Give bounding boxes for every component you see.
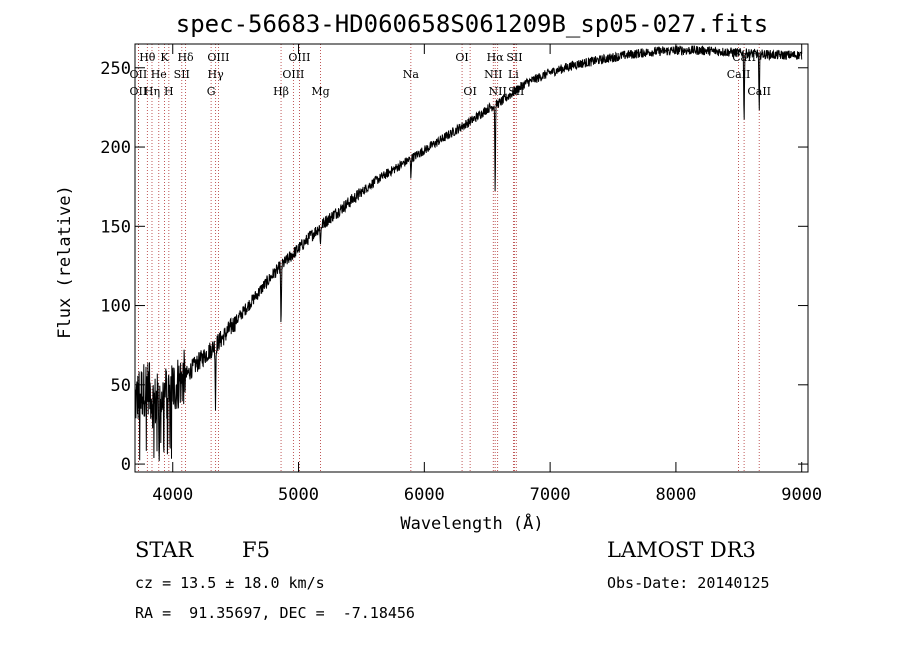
x-tick-label-3: 7000 <box>530 485 571 505</box>
line-label-2: OII <box>130 85 148 98</box>
y-tick-label-2: 100 <box>100 297 131 317</box>
plot-frame <box>134 43 809 473</box>
y-tick-label-1: 50 <box>111 376 131 396</box>
line-label-18: OI <box>463 85 476 98</box>
y-tick-label-4: 200 <box>100 138 131 158</box>
line-label-20: SII <box>506 51 522 64</box>
line-label-7: Hδ <box>177 51 194 64</box>
x-axis-ticks: 4000 5000 6000 7000 8000 9000 <box>152 44 822 505</box>
x-tick-label-2: 6000 <box>404 485 445 505</box>
line-label-13: OIII <box>288 51 310 64</box>
object-subclass: F5 <box>242 538 270 562</box>
line-label-6: H <box>164 85 174 98</box>
line-label-5: He <box>151 68 167 81</box>
line-label-23: NII <box>489 85 507 98</box>
line-label-22: Li <box>508 68 519 81</box>
line-label-8: SII <box>174 68 190 81</box>
x-tick-label-0: 4000 <box>152 485 193 505</box>
x-axis-label: Wavelength (Å) <box>400 512 543 534</box>
line-label-17: OI <box>455 51 468 64</box>
x-tick-label-1: 5000 <box>278 485 319 505</box>
redshift-text: cz = 13.5 ± 18.0 km/s <box>135 574 325 592</box>
x-tick-label-5: 9000 <box>781 485 822 505</box>
x-tick-label-4: 8000 <box>655 485 696 505</box>
line-label-10: Hγ <box>208 68 225 81</box>
line-label-15: Mg <box>311 85 329 98</box>
line-label-11: G <box>207 85 216 98</box>
coordinates-text: RA = 91.35697, DEC = -7.18456 <box>135 604 415 622</box>
line-label-21: NII <box>484 68 502 81</box>
line-label-1: Hθ <box>139 51 156 64</box>
line-label-26: CaII <box>727 68 751 81</box>
chart-title: spec-56683-HD060658S061209B_sp05-027.fit… <box>176 10 768 38</box>
line-label-9: OIII <box>207 51 229 64</box>
spectrum-line <box>134 45 803 462</box>
line-label-14: OIII <box>282 68 304 81</box>
line-label-3: Hη <box>144 85 160 98</box>
object-class: STAR <box>135 538 194 562</box>
line-label-0: OII <box>130 68 148 81</box>
line-label-16: Na <box>403 68 420 81</box>
line-label-19: Hα <box>487 51 505 64</box>
y-tick-label-5: 250 <box>100 59 131 79</box>
obs-date-text: Obs-Date: 20140125 <box>607 574 770 592</box>
y-axis-ticks: 0 50 100 150 200 250 <box>100 59 808 475</box>
spectral-line-markers <box>137 44 760 472</box>
y-tick-label-0: 0 <box>121 455 131 475</box>
y-tick-label-3: 150 <box>100 217 131 237</box>
line-label-12: Hβ <box>273 85 289 98</box>
y-axis-label: Flux (relative) <box>55 185 75 339</box>
line-label-4: K <box>160 51 169 64</box>
survey-name: LAMOST DR3 <box>607 538 756 562</box>
